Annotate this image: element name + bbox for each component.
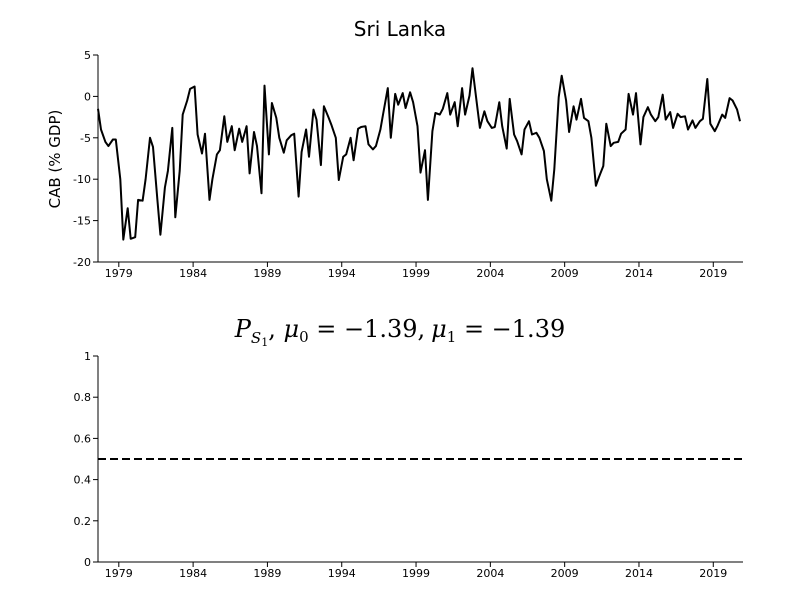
y-tick-label: -5 bbox=[80, 132, 91, 145]
x-tick-label: 1999 bbox=[402, 567, 430, 580]
y-tick-label: 0.4 bbox=[74, 474, 92, 487]
x-tick-label: 2019 bbox=[699, 567, 727, 580]
y-tick-label: 0 bbox=[84, 556, 91, 569]
axes: 5 0 -5 -10 -15 -20 1979 1984 1989 1994 1999 2004 200… bbox=[73, 49, 743, 280]
y-axis-label: CAB (% GDP) bbox=[46, 110, 64, 209]
chart-probability: PS1, μ0 = −1.39, μ1 = −1.39 1 0.8 0.6 0.4 0.2… bbox=[74, 315, 743, 580]
cab-series-line bbox=[97, 67, 741, 241]
y-tick-label: -15 bbox=[73, 215, 91, 228]
chart-title-probability: PS1, μ0 = −1.39, μ1 = −1.39 bbox=[234, 315, 565, 349]
x-tick-label: 2004 bbox=[476, 567, 504, 580]
y-tick-label: -10 bbox=[73, 173, 91, 186]
x-tick-label: 2009 bbox=[551, 267, 579, 280]
x-tick-label: 2014 bbox=[625, 267, 653, 280]
axes: 1 0.8 0.6 0.4 0.2 0 1979 1984 1989 1994 1999 2004 20… bbox=[74, 350, 743, 580]
x-tick-label: 1989 bbox=[253, 267, 281, 280]
y-tick-label: 0 bbox=[84, 90, 91, 103]
y-tick-label: 0.2 bbox=[74, 515, 92, 528]
x-tick-label: 1989 bbox=[253, 567, 281, 580]
x-tick-label: 2004 bbox=[476, 267, 504, 280]
x-tick-label: 1994 bbox=[328, 267, 356, 280]
x-tick-label: 1979 bbox=[105, 267, 133, 280]
x-tick-label: 2009 bbox=[551, 567, 579, 580]
series-group bbox=[97, 67, 741, 241]
x-tick-label: 2014 bbox=[625, 567, 653, 580]
x-tick-label: 2019 bbox=[699, 267, 727, 280]
x-tick-label: 1979 bbox=[105, 567, 133, 580]
y-tick-label: 0.6 bbox=[74, 432, 92, 445]
chart-title: Sri Lanka bbox=[354, 17, 446, 41]
x-tick-label: 1984 bbox=[179, 267, 207, 280]
y-tick-label: 5 bbox=[84, 49, 91, 62]
y-tick-label: -20 bbox=[73, 256, 91, 269]
chart-cab: Sri Lanka CAB (% GDP) 5 0 -5 -10 -15 -20 1979 1… bbox=[46, 17, 743, 280]
x-tick-label: 1999 bbox=[402, 267, 430, 280]
x-tick-label: 1984 bbox=[179, 567, 207, 580]
x-tick-label: 1994 bbox=[328, 567, 356, 580]
y-tick-label: 0.8 bbox=[74, 391, 92, 404]
y-tick-label: 1 bbox=[84, 350, 91, 363]
